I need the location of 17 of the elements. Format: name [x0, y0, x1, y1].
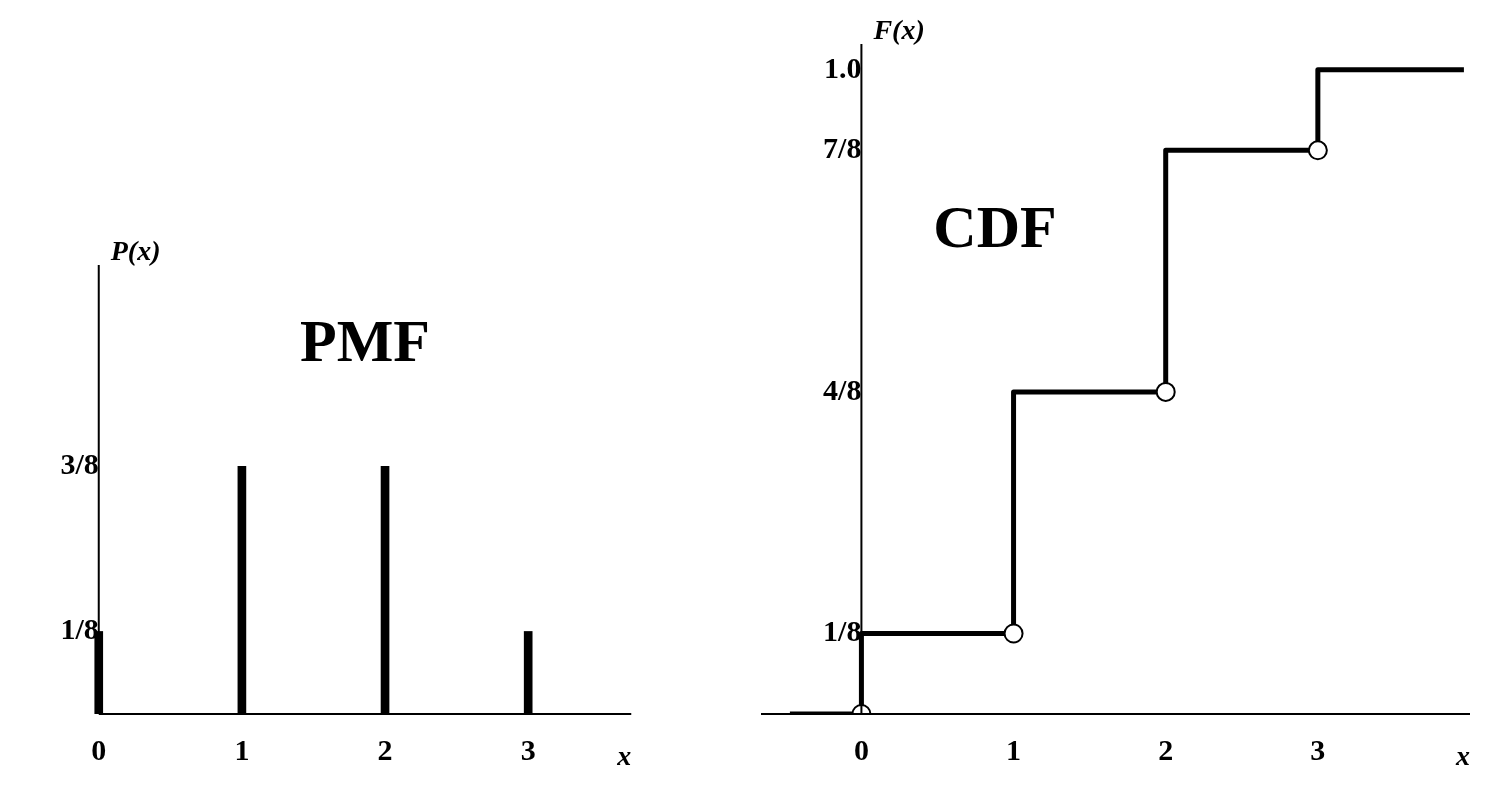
- x-axis-title: x: [616, 740, 632, 772]
- x-tick-label: 2: [377, 732, 393, 766]
- x-tick-label: 3: [1310, 732, 1326, 766]
- y-tick-label: 3/8: [60, 447, 99, 481]
- y-axis-title: P(x): [109, 235, 161, 267]
- text: CDF: [933, 194, 1057, 261]
- x-tick-label: 0: [91, 732, 107, 766]
- text: PMF: [300, 308, 430, 375]
- y-tick-label: 1/8: [823, 614, 862, 648]
- y-tick-label: 1/8: [60, 612, 99, 646]
- x-tick-label: 3: [520, 732, 536, 766]
- x-tick-label: 1: [1006, 732, 1022, 766]
- x-tick-label: 2: [1158, 732, 1174, 766]
- x-tick-label: 1: [234, 732, 250, 766]
- y-axis-title: F(x): [872, 14, 925, 46]
- x-tick-label: 0: [853, 732, 869, 766]
- x-axis-title: x: [1455, 740, 1470, 772]
